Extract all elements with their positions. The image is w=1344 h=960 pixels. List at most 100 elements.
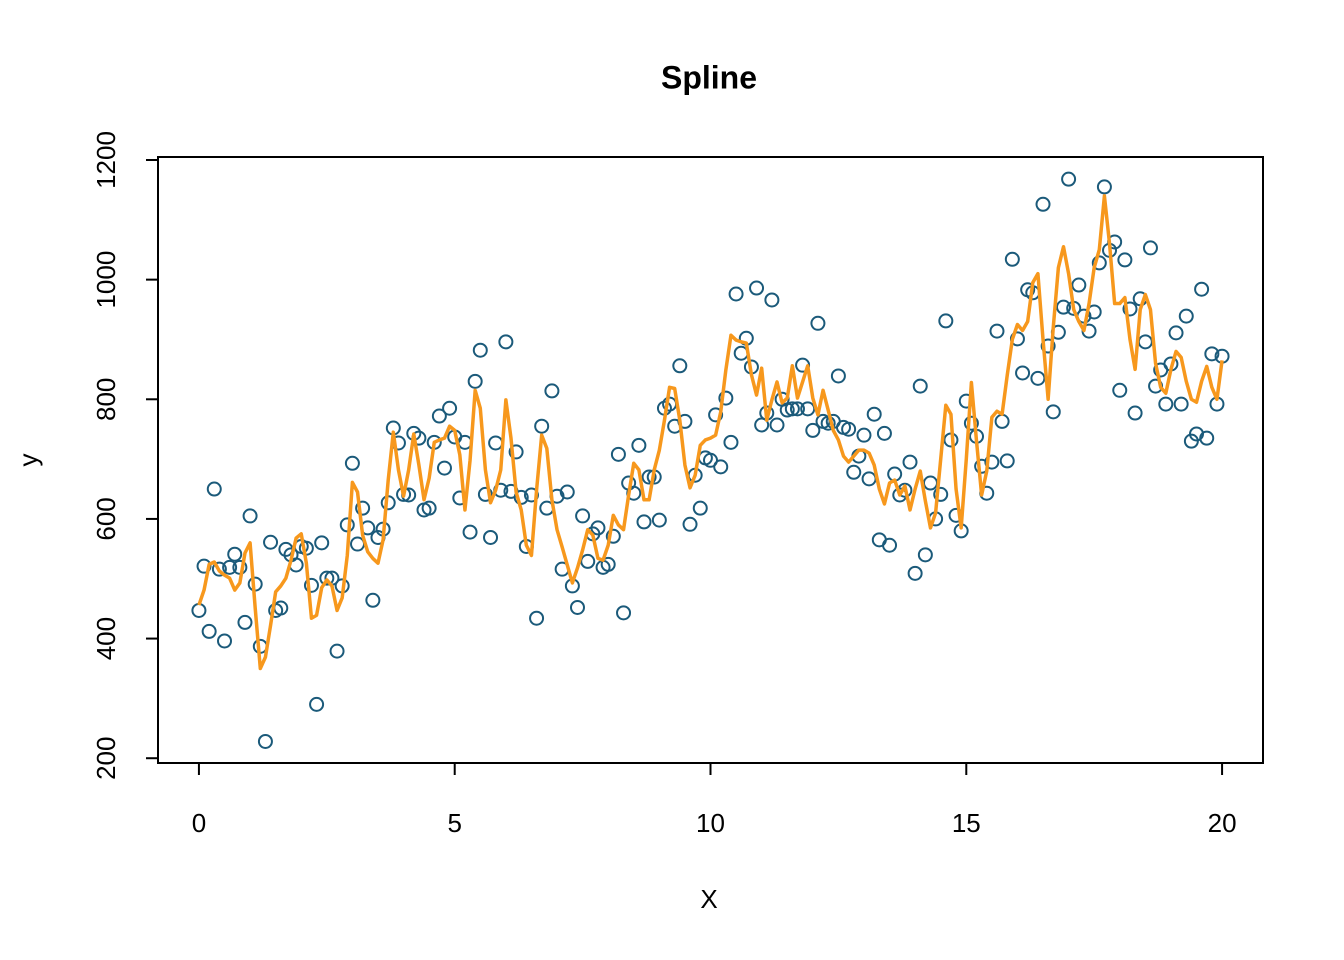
- data-point: [723, 434, 739, 450]
- data-point: [641, 469, 657, 485]
- data-point: [1061, 171, 1077, 187]
- data-point: [703, 452, 718, 468]
- x-axis-label: X: [700, 884, 717, 914]
- data-point: [1127, 405, 1143, 421]
- data-point: [227, 546, 243, 562]
- data-point: [631, 437, 647, 453]
- data-point: [303, 577, 319, 593]
- data-point: [984, 454, 1000, 470]
- data-point: [206, 481, 222, 497]
- x-tick-label: 10: [696, 808, 725, 838]
- data-point: [534, 418, 550, 434]
- data-point: [651, 512, 667, 528]
- data-point: [672, 358, 688, 374]
- data-point: [319, 570, 335, 586]
- data-point: [1137, 334, 1153, 350]
- data-point: [257, 733, 273, 749]
- data-point: [769, 417, 785, 433]
- data-point: [508, 444, 524, 460]
- data-point: [636, 514, 652, 530]
- x-tick-label: 5: [447, 808, 461, 838]
- data-point: [882, 537, 898, 553]
- data-point: [933, 486, 949, 502]
- y-tick-label: 600: [91, 497, 121, 540]
- data-point: [1055, 299, 1071, 315]
- data-point: [749, 280, 765, 296]
- data-point: [861, 471, 877, 487]
- data-point: [1112, 382, 1128, 398]
- data-point: [841, 421, 857, 437]
- x-tick-label: 15: [952, 808, 981, 838]
- y-tick-label: 400: [91, 617, 121, 660]
- data-point: [999, 453, 1015, 469]
- data-point: [989, 323, 1005, 339]
- data-point: [1168, 325, 1184, 341]
- data-point: [575, 508, 591, 524]
- y-axis-label: y: [13, 454, 43, 467]
- data-point: [1030, 370, 1046, 386]
- data-point: [856, 427, 872, 443]
- data-point: [1091, 255, 1107, 271]
- data-point: [764, 292, 780, 308]
- data-point: [616, 605, 632, 621]
- chart-title: Spline: [661, 59, 757, 95]
- y-tick-label: 200: [91, 737, 121, 780]
- data-point: [912, 378, 928, 394]
- x-tick-label: 20: [1208, 808, 1237, 838]
- data-point: [242, 508, 258, 524]
- data-point: [1178, 308, 1194, 324]
- data-point: [846, 464, 862, 480]
- data-point: [605, 528, 621, 544]
- data-point: [1173, 396, 1189, 412]
- data-point: [483, 529, 499, 545]
- data-point: [488, 435, 504, 451]
- data-point: [963, 415, 979, 431]
- data-point: [472, 342, 488, 358]
- data-point: [866, 406, 882, 422]
- data-point: [1158, 396, 1174, 412]
- data-point: [421, 500, 437, 516]
- data-point: [498, 334, 514, 350]
- data-point: [263, 534, 279, 550]
- data-point: [805, 422, 821, 438]
- data-point: [467, 373, 483, 389]
- data-point: [713, 459, 729, 475]
- data-point: [431, 408, 447, 424]
- data-point: [222, 559, 238, 575]
- data-point: [922, 475, 938, 491]
- data-point: [876, 425, 892, 441]
- data-point: [590, 520, 606, 536]
- data-point: [810, 315, 826, 331]
- data-point: [692, 500, 708, 516]
- data-point: [902, 454, 918, 470]
- data-point: [610, 446, 626, 462]
- data-point: [569, 599, 585, 615]
- data-point: [708, 407, 724, 423]
- data-point: [365, 592, 381, 608]
- data-point: [477, 486, 493, 502]
- data-point: [436, 460, 452, 476]
- y-tick-label: 1200: [91, 131, 121, 189]
- data-point: [191, 602, 207, 618]
- data-point: [1040, 338, 1056, 354]
- data-point: [217, 633, 233, 649]
- data-point: [728, 286, 744, 302]
- data-point: [544, 383, 560, 399]
- data-point: [1122, 301, 1138, 317]
- data-point: [830, 368, 846, 384]
- data-point: [1117, 252, 1133, 268]
- y-tick-label: 1000: [91, 251, 121, 309]
- data-point: [1004, 251, 1020, 267]
- data-point: [917, 547, 933, 563]
- data-point: [201, 623, 217, 639]
- data-point: [1045, 404, 1061, 420]
- data-point: [1015, 365, 1031, 381]
- data-point: [529, 610, 545, 626]
- data-point: [789, 401, 805, 417]
- data-point: [442, 400, 458, 416]
- data-point: [462, 524, 478, 540]
- data-point: [600, 556, 616, 572]
- data-point: [309, 696, 325, 712]
- data-point: [938, 313, 954, 329]
